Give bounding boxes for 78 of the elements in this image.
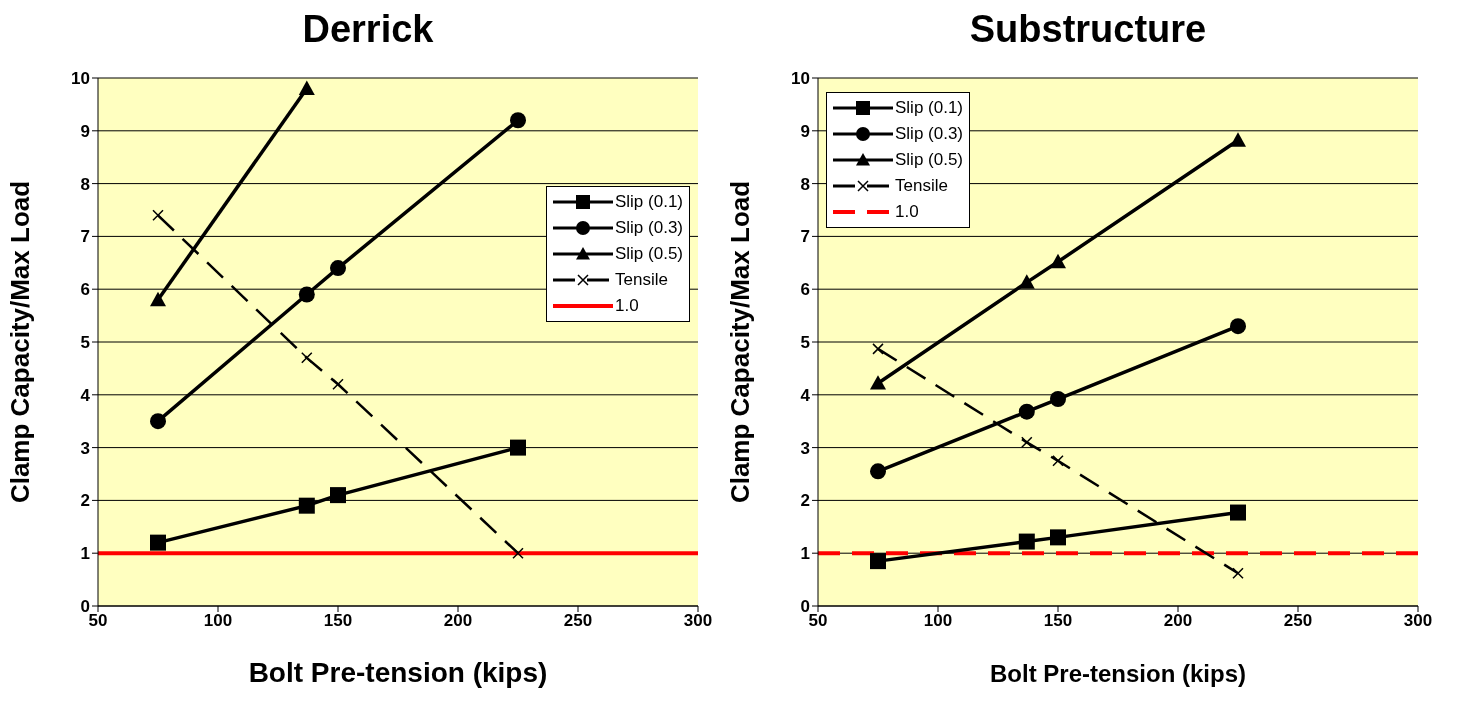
point	[1050, 529, 1066, 546]
y-tick-label: 8	[80, 174, 90, 194]
x-tick-label: 150	[323, 611, 353, 631]
legend-label: Slip (0.1)	[614, 192, 683, 212]
x-axis-title: Bolt Pre-tension (kips)	[989, 660, 1247, 687]
x-tick-label: 100	[203, 611, 233, 631]
point	[150, 534, 166, 551]
y-tick-label: 7	[80, 227, 90, 247]
x-tick-label: 50	[88, 611, 108, 631]
point	[870, 553, 886, 570]
y-tick-label: 10	[71, 69, 90, 89]
point	[870, 375, 886, 390]
y-axis-title: Clamp Capacity/Max Load	[725, 180, 756, 504]
point	[872, 343, 884, 355]
y-tick-label: 0	[800, 597, 810, 617]
point	[152, 209, 164, 222]
y-axis-title: Clamp Capacity/Max Load	[5, 180, 36, 504]
point	[510, 439, 526, 456]
y-tick-label: 9	[800, 121, 810, 141]
x-axis-title: Bolt Pre-tension (kips)	[248, 657, 548, 688]
legend-label: 1.0	[895, 202, 919, 222]
x-tick-label: 50	[808, 611, 828, 631]
point	[510, 112, 526, 129]
y-tick-label: 3	[80, 438, 90, 458]
legend-label: Tensile	[614, 270, 668, 290]
x-tick-label: 250	[563, 611, 593, 631]
y-tick-label: 4	[80, 385, 91, 405]
x-tick-label: 300	[683, 611, 713, 631]
y-tick-label: 3	[800, 438, 810, 458]
y-tick-label: 8	[800, 174, 810, 194]
point	[870, 463, 886, 480]
chart-title: Derrick	[301, 8, 435, 52]
point	[1050, 391, 1066, 408]
legend-label: Slip (0.5)	[614, 244, 683, 264]
y-tick-label: 1	[80, 544, 90, 564]
point	[150, 413, 166, 430]
y-tick-label: 6	[800, 280, 810, 300]
point	[1018, 403, 1035, 420]
point	[330, 260, 346, 277]
point	[1050, 253, 1066, 269]
point	[1021, 436, 1033, 449]
point	[1230, 504, 1246, 521]
x-tick-label: 250	[1283, 611, 1313, 631]
legend-label: Slip (0.3)	[895, 124, 964, 144]
chart-title: Substructure	[968, 8, 1208, 52]
y-tick-label: 2	[80, 491, 90, 511]
point	[330, 487, 346, 504]
point	[332, 378, 344, 390]
point	[1052, 455, 1064, 467]
y-tick-label: 5	[800, 333, 810, 353]
y-tick-label: 0	[80, 597, 90, 617]
y-tick-label: 6	[80, 280, 90, 300]
point	[1230, 132, 1246, 147]
point	[1018, 533, 1035, 550]
legend-label: Tensile	[895, 176, 948, 196]
x-tick-label: 150	[1043, 611, 1073, 631]
point	[1018, 274, 1035, 289]
point	[512, 547, 524, 559]
legend-label: 1.0	[614, 296, 639, 316]
x-tick-label: 100	[923, 611, 953, 631]
legend-label: Slip (0.1)	[895, 98, 964, 118]
y-tick-label: 7	[800, 227, 810, 247]
y-tick-label: 10	[791, 69, 810, 89]
point	[298, 497, 315, 514]
point	[301, 352, 313, 364]
y-tick-label: 9	[80, 121, 90, 141]
point	[1230, 318, 1246, 335]
legend-label: Slip (0.3)	[614, 218, 683, 238]
x-tick-label: 200	[1163, 611, 1193, 631]
y-tick-label: 5	[80, 333, 90, 353]
y-tick-label: 4	[800, 385, 811, 405]
point	[1232, 567, 1244, 580]
x-tick-label: 300	[1403, 611, 1433, 631]
x-tick-label: 200	[443, 611, 473, 631]
point	[298, 286, 315, 303]
y-tick-label: 1	[800, 544, 810, 564]
y-tick-label: 2	[800, 491, 810, 511]
legend-label: Slip (0.5)	[895, 150, 964, 170]
